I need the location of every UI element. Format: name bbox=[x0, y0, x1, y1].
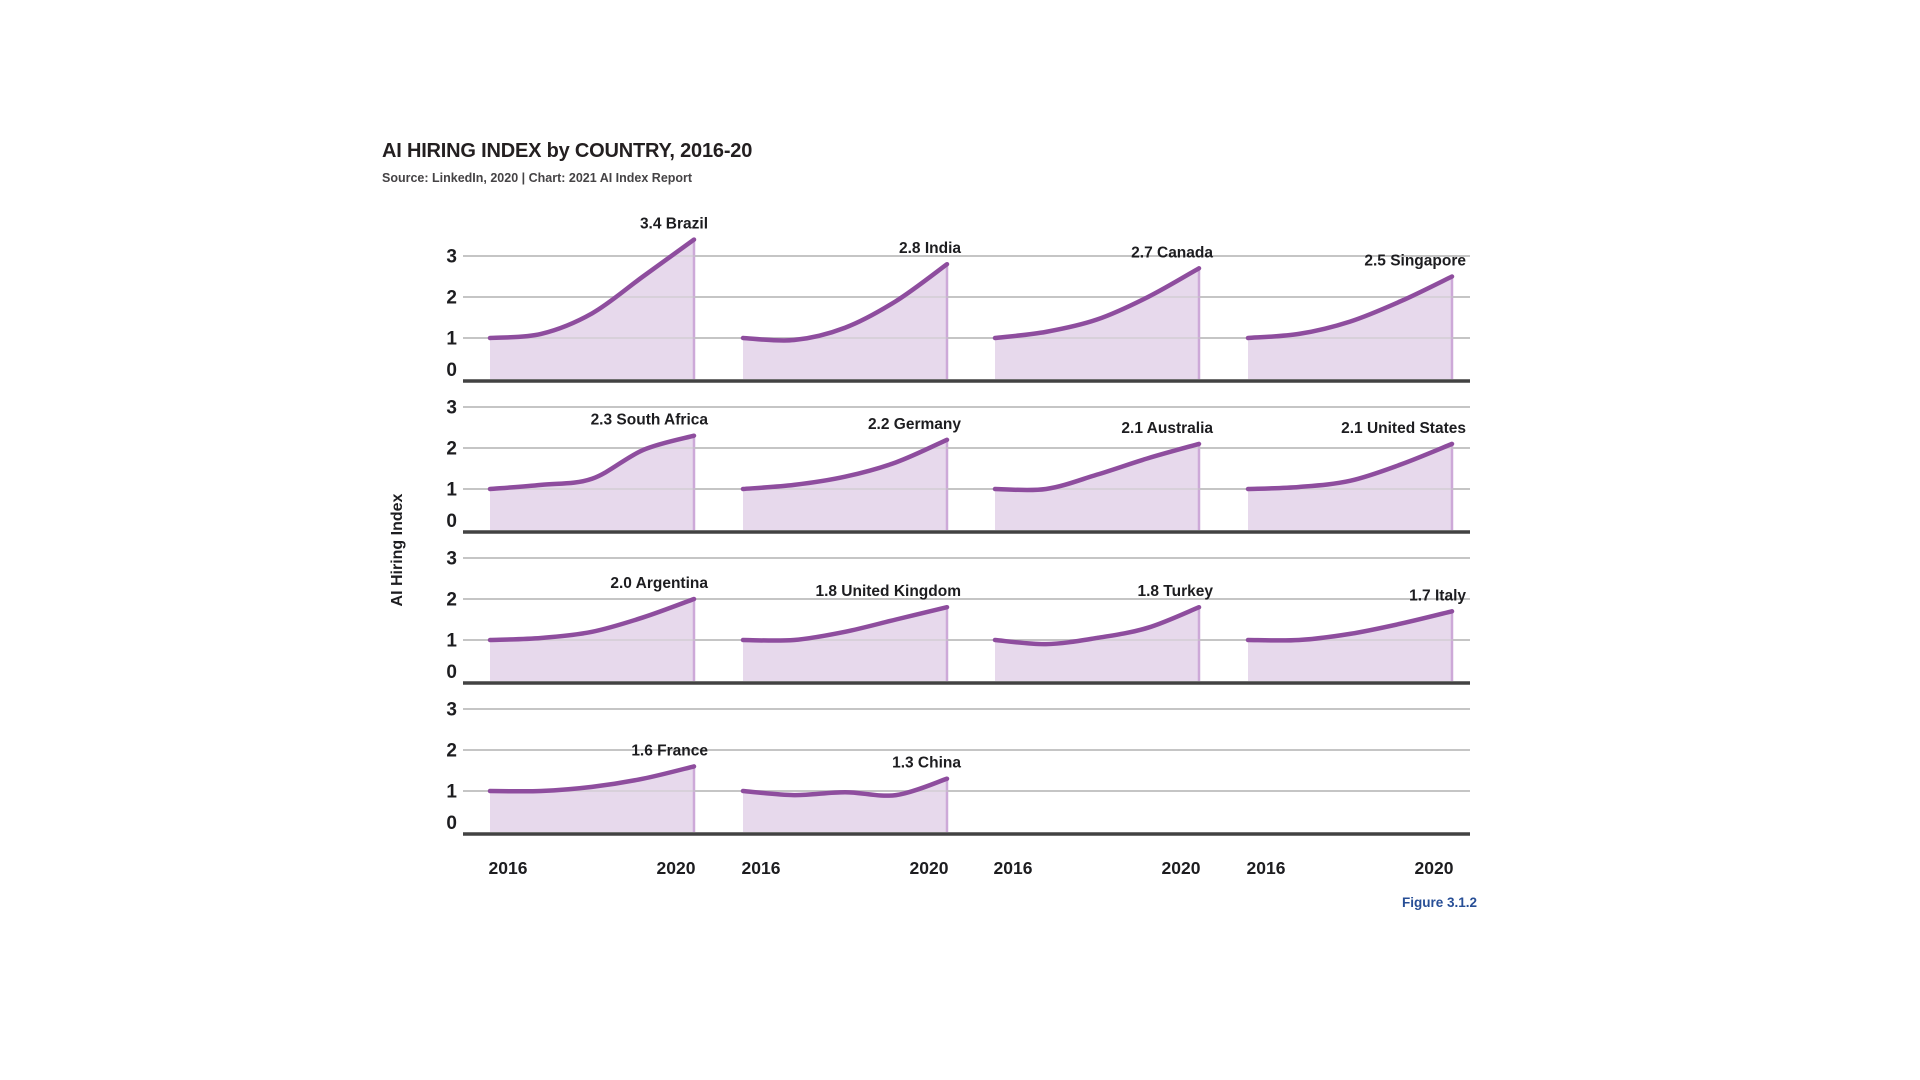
figure-number-label: Figure 3.1.2 bbox=[1401, 895, 1477, 910]
trend-line bbox=[992, 266, 1202, 341]
area-fill bbox=[743, 607, 947, 681]
y-tick-label: 3 bbox=[446, 700, 457, 721]
country-value-label: 2.1 United States bbox=[1341, 420, 1466, 437]
facet-australia bbox=[995, 443, 1201, 530]
trend-line bbox=[1245, 441, 1455, 492]
y-tick-label: 3 bbox=[446, 247, 457, 268]
country-value-label: 1.7 Italy bbox=[1409, 587, 1466, 604]
facet-india bbox=[743, 264, 949, 379]
trend-line bbox=[487, 433, 697, 492]
facet-line-germany: 2.2 Germany bbox=[740, 416, 961, 492]
facet-line-argentina: 2.0 Argentina bbox=[487, 575, 708, 643]
y-tick-label: 3 bbox=[446, 398, 457, 419]
trend-line bbox=[740, 776, 950, 798]
trend-line bbox=[992, 604, 1202, 647]
country-value-label: 2.2 Germany bbox=[868, 416, 961, 433]
facet-line-brazil: 3.4 Brazil bbox=[487, 216, 708, 341]
area-fill bbox=[743, 778, 947, 832]
y-tick-label: 2 bbox=[446, 439, 457, 460]
facet-germany bbox=[743, 439, 949, 530]
y-tick-labels: 0 1 2 3 0 1 2 3 0 1 2 3 0 1 2 3 bbox=[446, 247, 457, 835]
country-value-label: 1.3 China bbox=[892, 755, 961, 772]
x-tick-label: 2020 bbox=[1162, 858, 1201, 878]
x-tick-label: 2020 bbox=[1415, 858, 1454, 878]
trend-line bbox=[992, 441, 1202, 493]
y-tick-label: 1 bbox=[446, 329, 457, 350]
facet-line-india: 2.8 India bbox=[740, 240, 961, 343]
facet-canada bbox=[995, 268, 1201, 379]
y-tick-label: 0 bbox=[446, 360, 457, 381]
country-value-label: 2.7 Canada bbox=[1131, 244, 1213, 261]
country-value-label: 1.8 Turkey bbox=[1137, 583, 1213, 600]
trend-line bbox=[1245, 274, 1455, 341]
y-tick-label: 1 bbox=[446, 631, 457, 652]
x-tick-labels: 2016 2020 2016 2020 2016 2020 2016 2020 bbox=[489, 858, 1454, 878]
y-tick-label: 0 bbox=[446, 662, 457, 683]
x-tick-label: 2016 bbox=[742, 858, 781, 878]
x-tick-label: 2016 bbox=[994, 858, 1033, 878]
y-tick-label: 0 bbox=[446, 813, 457, 834]
facet-line-turkey: 1.8 Turkey bbox=[992, 583, 1213, 647]
y-tick-label: 2 bbox=[446, 741, 457, 762]
country-value-label: 2.1 Australia bbox=[1121, 420, 1213, 437]
facet-italy bbox=[1248, 611, 1454, 681]
y-tick-label: 0 bbox=[446, 511, 457, 532]
x-tick-label: 2020 bbox=[657, 858, 696, 878]
facet-line-france: 1.6 France bbox=[487, 742, 708, 794]
area-fill bbox=[995, 607, 1199, 681]
country-value-label: 3.4 Brazil bbox=[640, 216, 708, 233]
facet-line-australia: 2.1 Australia bbox=[992, 420, 1213, 493]
trend-line bbox=[740, 261, 950, 343]
chart-title: AI HIRING INDEX by COUNTRY, 2016-20 bbox=[382, 140, 753, 162]
y-tick-label: 2 bbox=[446, 590, 457, 611]
trend-line bbox=[740, 604, 950, 643]
trend-line bbox=[487, 596, 697, 643]
country-value-label: 2.0 Argentina bbox=[610, 575, 708, 592]
area-fill bbox=[743, 439, 947, 530]
chart-source-line: Source: LinkedIn, 2020 | Chart: 2021 AI … bbox=[382, 171, 693, 185]
country-value-label: 2.3 South Africa bbox=[591, 412, 709, 429]
country-value-label: 1.6 France bbox=[631, 742, 708, 759]
trend-line bbox=[740, 437, 950, 492]
facet-line-italy: 1.7 Italy bbox=[1245, 587, 1466, 643]
area-fill bbox=[490, 435, 694, 530]
country-value-label: 2.8 India bbox=[899, 240, 961, 257]
facet-france bbox=[490, 766, 696, 832]
area-fill bbox=[995, 443, 1199, 530]
facet-brazil bbox=[490, 239, 696, 379]
y-tick-label: 2 bbox=[446, 288, 457, 309]
facet-china bbox=[743, 778, 949, 832]
trend-line bbox=[487, 764, 697, 794]
facet-line-china: 1.3 China bbox=[740, 755, 961, 798]
area-fill bbox=[743, 264, 947, 379]
area-fill bbox=[490, 239, 694, 379]
facet-south-africa bbox=[490, 435, 696, 530]
facet-united-kingdom bbox=[743, 607, 949, 681]
axis-baselines bbox=[463, 379, 1470, 836]
facet-line-singapore: 2.5 Singapore bbox=[1245, 253, 1466, 341]
y-tick-label: 1 bbox=[446, 782, 457, 803]
facet-line-united-kingdom: 1.8 United Kingdom bbox=[740, 583, 961, 643]
trend-line bbox=[1245, 609, 1455, 643]
country-value-label: 2.5 Singapore bbox=[1364, 253, 1466, 270]
facet-line-canada: 2.7 Canada bbox=[992, 244, 1213, 341]
facet-turkey bbox=[995, 607, 1201, 681]
area-fill bbox=[1248, 611, 1452, 681]
x-tick-label: 2020 bbox=[910, 858, 949, 878]
trend-line bbox=[487, 237, 697, 341]
country-value-label: 1.8 United Kingdom bbox=[815, 583, 961, 600]
area-fill bbox=[490, 766, 694, 832]
y-tick-label: 3 bbox=[446, 549, 457, 570]
x-tick-label: 2016 bbox=[489, 858, 528, 878]
y-tick-label: 1 bbox=[446, 480, 457, 501]
facet-line-united-states: 2.1 United States bbox=[1245, 420, 1466, 492]
area-fill bbox=[995, 268, 1199, 379]
x-tick-label: 2016 bbox=[1247, 858, 1286, 878]
facet-line-south-africa: 2.3 South Africa bbox=[487, 412, 709, 492]
